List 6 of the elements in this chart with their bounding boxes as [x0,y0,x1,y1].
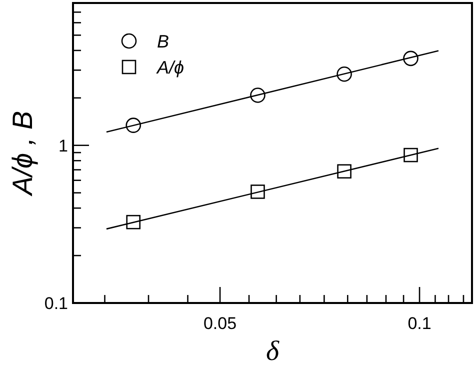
x-axis-title: δ [266,336,280,366]
x-tick-label: 0.05 [203,314,237,333]
legend-label: A/ϕ [156,57,184,78]
y-axis-title: A/ϕ , B [7,110,38,198]
y-tick-label: 1 [58,136,68,156]
legend-label: B [157,31,170,52]
